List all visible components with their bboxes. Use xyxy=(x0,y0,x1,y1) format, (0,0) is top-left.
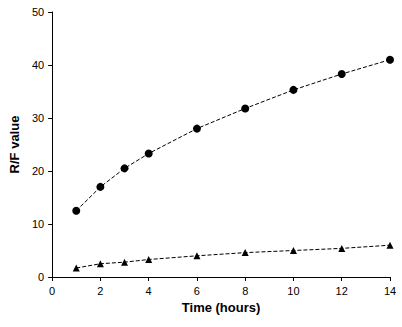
svg-text:8: 8 xyxy=(242,285,248,297)
svg-text:6: 6 xyxy=(194,285,200,297)
svg-text:4: 4 xyxy=(146,285,152,297)
svg-text:2: 2 xyxy=(97,285,103,297)
svg-text:40: 40 xyxy=(32,59,44,71)
svg-text:20: 20 xyxy=(32,165,44,177)
svg-text:50: 50 xyxy=(32,6,44,18)
svg-text:0: 0 xyxy=(49,285,55,297)
svg-text:30: 30 xyxy=(32,112,44,124)
svg-text:10: 10 xyxy=(32,218,44,230)
svg-text:14: 14 xyxy=(384,285,396,297)
svg-text:R/F value: R/F value xyxy=(7,116,22,174)
svg-text:12: 12 xyxy=(336,285,348,297)
svg-text:0: 0 xyxy=(38,271,44,283)
svg-text:Time (hours): Time (hours) xyxy=(182,300,260,315)
svg-text:10: 10 xyxy=(287,285,299,297)
